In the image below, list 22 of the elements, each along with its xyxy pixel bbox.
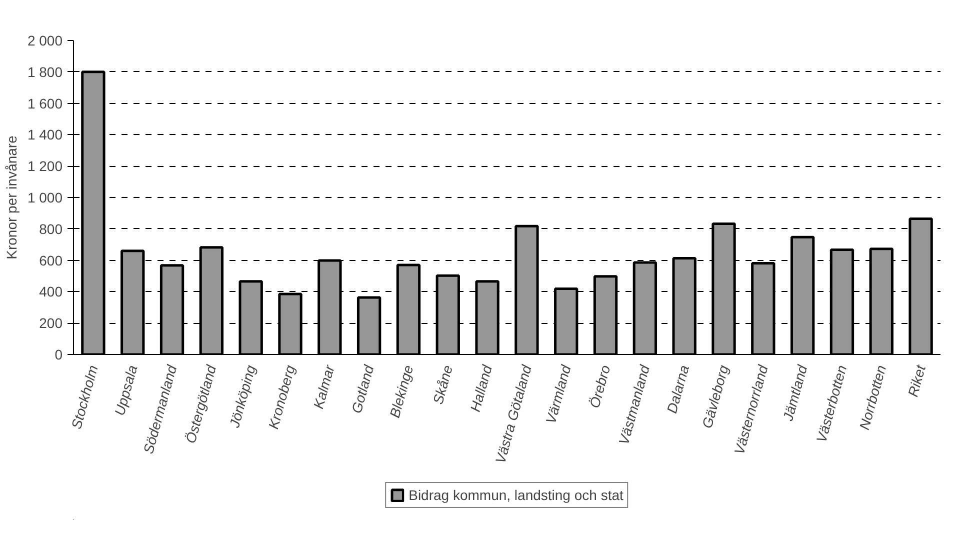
x-tick-label: Blekinge [386, 363, 416, 420]
y-tick-label: 2 000 [27, 32, 63, 48]
y-tick-label: 400 [39, 284, 63, 300]
y-tick-label: 1 000 [27, 190, 63, 206]
y-tick-label: 1 400 [27, 126, 63, 143]
y-tick-label: 1 800 [27, 64, 63, 80]
x-tick-label: Dalarna [664, 363, 692, 415]
y-tick-label: 600 [39, 252, 63, 268]
x-tick-label: Riket [904, 362, 929, 398]
x-tick-label: Uppsala [111, 363, 140, 418]
x-tick-label: Kalmar [310, 362, 338, 410]
x-tick-label: Gotland [348, 362, 378, 415]
x-tick-label: Örebro [586, 363, 614, 410]
y-tick-label: 800 [39, 220, 63, 237]
x-tick-label: Skåne [430, 363, 456, 406]
x-tick-label: Jämtland [779, 362, 811, 424]
y-tick-label: 200 [39, 315, 63, 332]
y-axis-title: Kronor per invånare [3, 135, 20, 260]
y-tick-label: 1 600 [27, 95, 63, 112]
y-tick-label: 0 [54, 346, 63, 362]
y-tick-label: 1 200 [27, 158, 63, 174]
legend-label: Bidrag kommun, landsting och stat [408, 487, 624, 503]
